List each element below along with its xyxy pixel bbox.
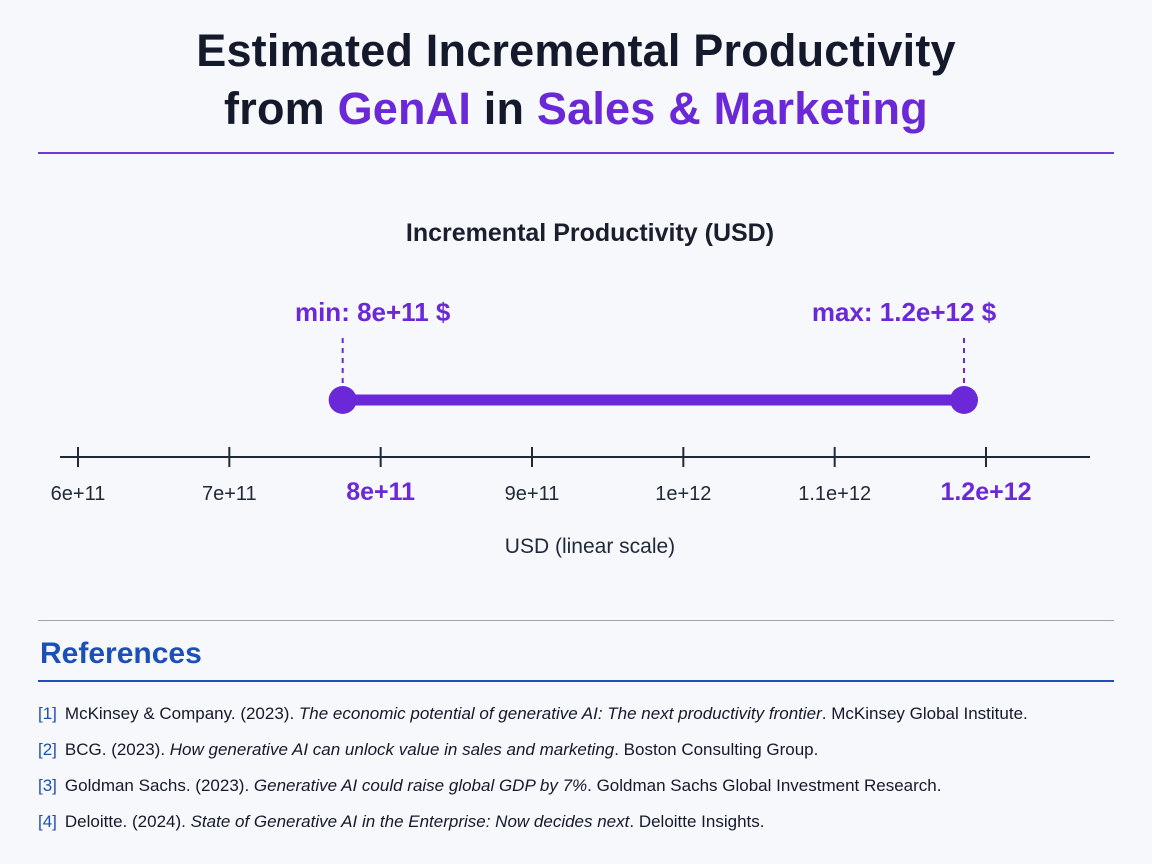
references-top-divider (38, 620, 1114, 621)
reference-number: [1] (38, 704, 57, 723)
x-tick-label: 1.1e+12 (798, 483, 871, 505)
range-min-point (328, 386, 357, 414)
title-highlight-sales: Sales & Marketing (536, 82, 928, 134)
reference-source: . Deloitte Insights. (629, 812, 765, 831)
chart-title: Incremental Productivity (USD) (405, 219, 775, 247)
x-tick-label: 6e+11 (51, 483, 106, 505)
x-tick-label: 7e+11 (202, 483, 257, 505)
range-max-point (950, 386, 978, 414)
references-heading: References (40, 637, 202, 670)
x-tick-label: 9e+11 (505, 483, 560, 505)
reference-source: . McKinsey Global Institute. (821, 704, 1028, 723)
references-divider (38, 680, 1114, 682)
title-line-2: from GenAI in Sales & Marketing (0, 80, 1152, 138)
max-annotation: max: 1.2e+12 $ (812, 297, 997, 327)
page-title: Estimated Incremental Productivity from … (0, 22, 1152, 137)
title-word-in: in (483, 82, 525, 134)
reference-source: . Goldman Sachs Global Investment Resear… (587, 776, 942, 795)
reference-item: [2] BCG. (2023). How generative AI can un… (38, 732, 1128, 768)
reference-number: [2] (38, 740, 57, 759)
reference-authors: Goldman Sachs. (2023). (64, 776, 254, 795)
x-tick-label: 1e+12 (655, 483, 711, 505)
reference-title: State of Generative AI in the Enterprise… (190, 812, 630, 831)
reference-source: . Boston Consulting Group. (614, 740, 819, 759)
axis-layer: 6e+11 7e+11 8e+11 9e+11 1e+12 1.1e+12 1.2e+12 (51, 447, 1090, 506)
reference-number: [3] (38, 776, 57, 795)
reference-authors: Deloitte. (2024). (64, 812, 191, 831)
reference-item: [3] Goldman Sachs. (2023). Generative AI … (38, 768, 1128, 804)
title-divider (38, 152, 1114, 154)
min-label: min: (295, 297, 357, 327)
title-word-from: from (224, 82, 325, 134)
x-axis-label: USD (linear scale) (505, 535, 675, 558)
max-value-label: 1.2e+12 $ (880, 297, 997, 327)
reference-title: Generative AI could raise global GDP by … (253, 776, 588, 795)
min-value-label: 8e+11 $ (357, 297, 451, 327)
min-annotation: min: 8e+11 $ (295, 297, 451, 327)
max-label: max: (812, 297, 880, 327)
reference-item: [1] McKinsey & Company. (2023). The econo… (38, 696, 1128, 732)
reference-item: [4] Deloitte. (2024). State of Generative… (38, 804, 1128, 840)
x-tick-label: 8e+11 (346, 478, 415, 506)
title-highlight-genai: GenAI (337, 82, 472, 134)
reference-authors: BCG. (2023). (64, 740, 170, 759)
reference-title: The economic potential of generative AI:… (298, 704, 822, 723)
reference-number: [4] (38, 812, 57, 831)
reference-title: How generative AI can unlock value in sa… (169, 740, 615, 759)
x-tick-label: 1.2e+12 (940, 478, 1031, 506)
references-list: [1] McKinsey & Company. (2023). The econo… (38, 696, 1128, 840)
reference-authors: McKinsey & Company. (2023). (64, 704, 299, 723)
range-layer: min: 8e+11 $ max: 1.2e+12 $ (295, 297, 997, 414)
range-chart: 6e+11 7e+11 8e+11 9e+11 1e+12 1.1e+12 1.2e+12 … (51, 297, 1090, 558)
title-line-1: Estimated Incremental Productivity (196, 25, 956, 76)
